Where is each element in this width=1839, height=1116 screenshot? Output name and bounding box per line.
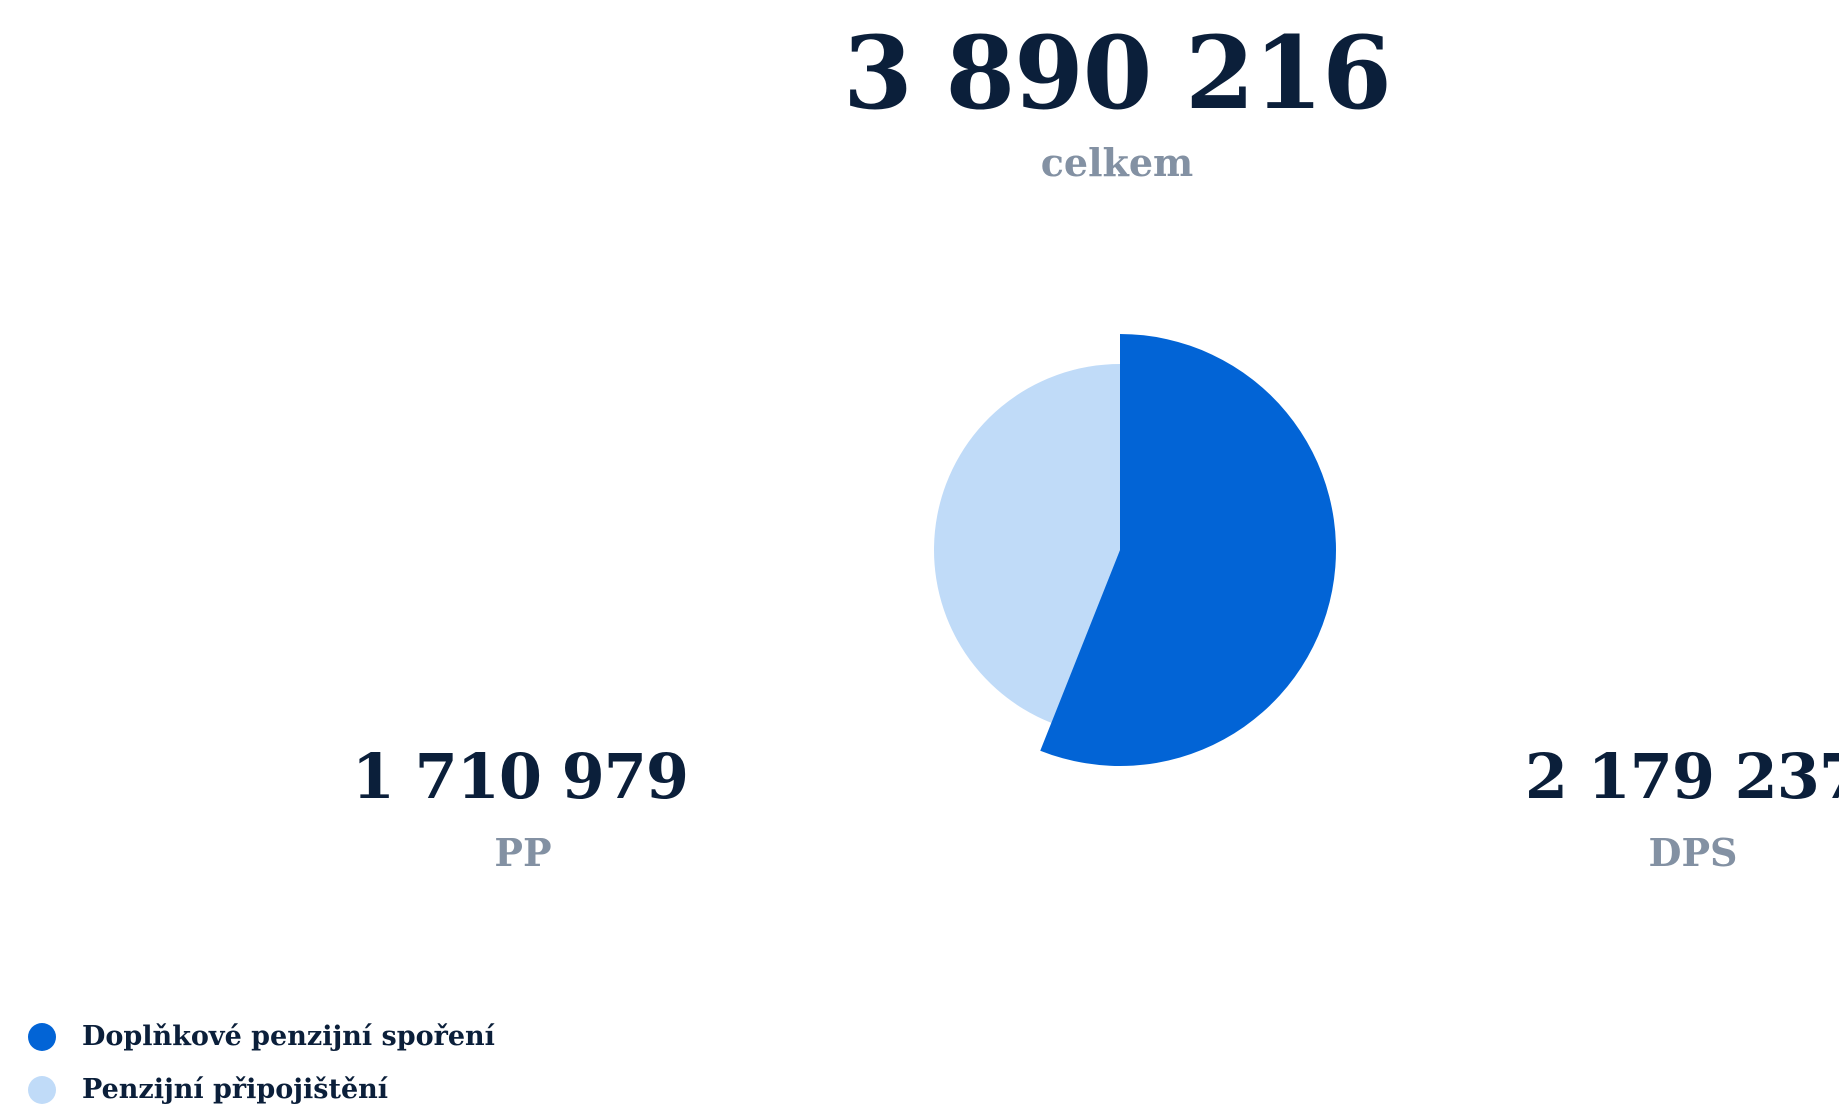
pp-label: PP xyxy=(494,830,552,875)
legend-item-pp[interactable]: Penzijní připojištění xyxy=(28,1063,495,1116)
legend-dot-dps-icon xyxy=(28,1022,56,1051)
dps-label: DPS xyxy=(1648,830,1738,875)
total-label: celkem xyxy=(1040,140,1194,185)
dps-value: 2 179 237 xyxy=(1524,740,1839,813)
pie-slice-pp[interactable] xyxy=(933,364,1120,723)
legend-label-pp: Penzijní připojištění xyxy=(82,1074,389,1105)
legend-item-dps[interactable]: Doplňkové penzijní spoření xyxy=(28,1010,495,1063)
pie-slice-dps[interactable] xyxy=(1040,334,1336,767)
pp-value: 1 710 979 xyxy=(351,740,689,813)
total-value: 3 890 216 xyxy=(843,14,1392,132)
legend: Doplňkové penzijní spoření Penzijní přip… xyxy=(28,1010,495,1116)
legend-dot-pp-icon xyxy=(28,1075,56,1104)
legend-label-dps: Doplňkové penzijní spoření xyxy=(82,1021,495,1052)
